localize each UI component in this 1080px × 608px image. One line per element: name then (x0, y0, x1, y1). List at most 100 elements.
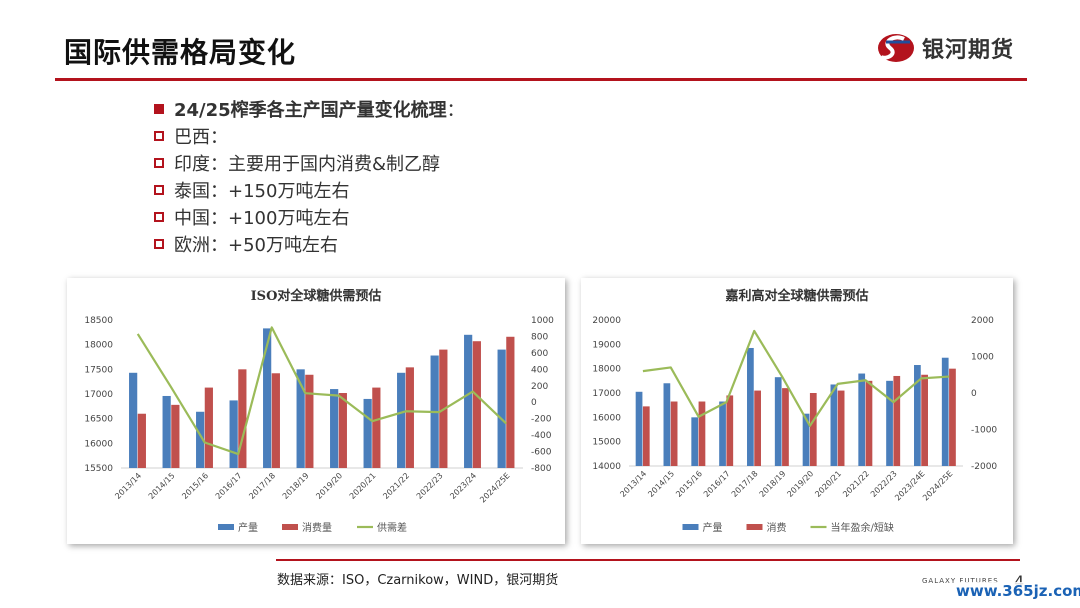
bullet-text: 欧洲：+50万吨左右 (174, 234, 338, 256)
footer-divider (276, 559, 1020, 561)
bar-consumption (338, 393, 347, 468)
bar-production (858, 373, 866, 466)
bar-production (830, 384, 838, 466)
bar-production (802, 413, 810, 466)
bullet-item: 欧洲：+50万吨左右 (154, 230, 465, 257)
y-tick-label: 19000 (592, 340, 621, 350)
logo-text: 银河期货 (922, 38, 1015, 63)
bar-consumption (305, 374, 314, 468)
legend-label: 当年盈余/短缺 (831, 521, 894, 534)
x-tick-label: 2024/25E (478, 471, 511, 504)
x-tick-label: 2021/22 (381, 471, 411, 501)
bar-production (296, 369, 305, 468)
x-tick-label: 2018/19 (758, 469, 788, 499)
bar-production (914, 365, 921, 466)
footer-brand: GALAXY FUTURES (922, 577, 999, 585)
czarnikow-supply-demand-chart: 嘉利高对全球糖供需预估 14000 15000 16000 17000 18000 1900… (592, 288, 997, 534)
data-source-note: 数据来源：ISO，Czarnikow，WIND，银河期货 (277, 573, 559, 588)
y2-tick-label: 0 (531, 398, 537, 408)
bar-production (497, 349, 506, 468)
bar-consumption (238, 369, 247, 468)
bar-production (719, 401, 726, 466)
y2-tick-label: 600 (531, 349, 548, 359)
chart-title: ISO对全球糖供需预估 (251, 288, 382, 304)
x-tick-label: 2017/18 (247, 471, 277, 501)
bar-production (397, 372, 406, 468)
y-tick-label: 17000 (592, 389, 621, 399)
y2-tick-label: 200 (531, 382, 548, 392)
bar-consumption (506, 336, 515, 468)
bar-production (635, 391, 643, 466)
bar-consumption (698, 401, 706, 466)
hollow-square-bullet-icon (154, 238, 164, 249)
bar-consumption (837, 390, 845, 466)
balance-line (136, 326, 508, 456)
bar-production (129, 372, 138, 468)
y2-tick-label: -400 (531, 431, 552, 441)
x-tick-label: 2017/18 (730, 469, 760, 499)
bar-consumption (405, 367, 414, 468)
legend-label: 产量 (703, 521, 723, 534)
bar-consumption (670, 401, 678, 466)
square-bullet-icon (154, 103, 164, 114)
czarnikow-chart-card: 嘉利高对全球糖供需预估 14000 15000 16000 17000 18000 1900… (581, 278, 1013, 544)
bar-consumption (271, 373, 280, 468)
x-tick-label: 2013/14 (618, 469, 648, 499)
bar-production (330, 389, 339, 468)
bullet-item: 泰国：+150万吨左右 (154, 176, 465, 203)
bar-consumption (921, 374, 928, 466)
x-tick-label: 2013/14 (113, 471, 143, 501)
bar-production (464, 334, 473, 468)
hollow-square-bullet-icon (154, 157, 164, 168)
y-tick-label: 15000 (592, 438, 621, 448)
bar-production (229, 400, 238, 468)
bar-production (196, 411, 205, 468)
y2-tick-label: 1000 (531, 316, 554, 326)
legend-label: 产量 (238, 521, 258, 534)
bar-consumption (865, 380, 873, 466)
bar-consumption (642, 406, 650, 466)
x-tick-label: 2019/20 (785, 469, 815, 499)
y-tick-label: 20000 (592, 316, 621, 326)
bar-production (263, 328, 272, 468)
x-tick-label: 2014/15 (646, 469, 676, 499)
iso-chart-card: ISO对全球糖供需预估 15500 16000 16500 17000 17500 1800… (67, 278, 565, 544)
y2-tick-label: -1000 (971, 426, 997, 436)
bar-production (941, 357, 949, 466)
bar-consumption (754, 390, 761, 466)
bullet-item: 巴西： (154, 122, 465, 149)
y2-tick-label: 400 (531, 365, 548, 375)
y-tick-label: 16000 (592, 413, 621, 423)
title-divider (55, 78, 1027, 81)
x-tick-label: 2022/23 (415, 471, 445, 501)
bullet-text: 泰国：+150万吨左右 (174, 180, 350, 202)
x-tick-label: 2023/24 (448, 471, 478, 501)
bullet-item: 24/25榨季各主产国产量变化梳理： (154, 95, 465, 122)
y-tick-label: 17000 (84, 390, 113, 400)
x-tick-label: 2014/15 (147, 471, 177, 501)
bar-consumption (171, 404, 180, 468)
y2-tick-label: 0 (971, 389, 977, 399)
balance-line (642, 329, 950, 427)
bar-production (363, 398, 372, 468)
bar-production (774, 377, 782, 466)
hollow-square-bullet-icon (154, 184, 164, 195)
y-tick-label: 15500 (84, 464, 113, 474)
legend-label: 供需差 (377, 521, 407, 534)
x-tick-label: 2021/22 (841, 469, 871, 499)
y-tick-label: 14000 (592, 462, 621, 472)
chart-title: 嘉利高对全球糖供需预估 (724, 288, 868, 304)
y2-tick-label: -600 (531, 448, 552, 458)
bar-consumption (137, 413, 146, 468)
legend-label: 消费 (767, 521, 787, 534)
legend-swatch (218, 524, 234, 530)
y2-tick-label: -2000 (971, 462, 997, 472)
company-logo: 银河期货 (876, 30, 1014, 66)
x-tick-label: 2020/21 (348, 471, 378, 501)
bullet-item: 印度：主要用于国内消费&制乙醇 (154, 149, 465, 176)
y-tick-label: 17500 (84, 365, 113, 375)
y2-tick-label: 2000 (971, 316, 994, 326)
bullet-text: 印度：主要用于国内消费&制乙醇 (174, 153, 441, 175)
bar-consumption (893, 375, 901, 466)
x-tick-label: 2015/16 (674, 469, 704, 499)
